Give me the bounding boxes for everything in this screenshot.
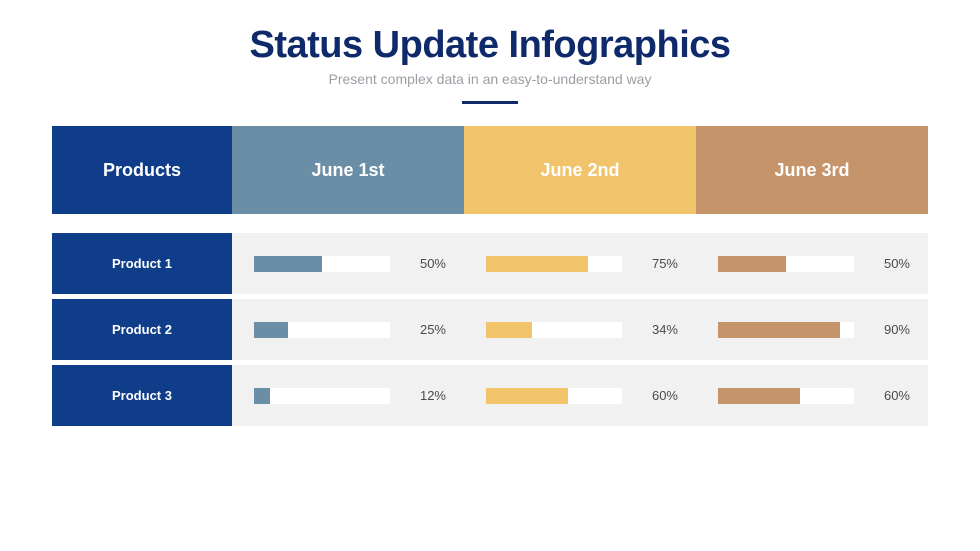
header-date-3: June 3rd <box>696 126 928 214</box>
percent-label: 50% <box>864 256 910 271</box>
progress-bar <box>718 256 854 272</box>
progress-bar <box>718 322 854 338</box>
header-date-1: June 1st <box>232 126 464 214</box>
progress-fill <box>254 388 270 404</box>
data-cell: 60% <box>696 360 928 426</box>
progress-fill <box>718 388 800 404</box>
data-cell: 90% <box>696 294 928 360</box>
percent-label: 50% <box>400 256 446 271</box>
data-cell: 50% <box>232 228 464 294</box>
header-products: Products <box>52 126 232 214</box>
progress-fill <box>254 256 322 272</box>
status-grid: ProductsJune 1stJune 2ndJune 3rd Product … <box>52 126 928 426</box>
progress-bar <box>486 388 622 404</box>
percent-label: 60% <box>864 388 910 403</box>
page-title: Status Update Infographics <box>52 24 928 67</box>
percent-label: 25% <box>400 322 446 337</box>
progress-bar <box>486 322 622 338</box>
progress-fill <box>718 322 840 338</box>
progress-fill <box>486 322 532 338</box>
percent-label: 34% <box>632 322 678 337</box>
data-cell: 50% <box>696 228 928 294</box>
percent-label: 90% <box>864 322 910 337</box>
progress-bar <box>486 256 622 272</box>
data-cell: 25% <box>232 294 464 360</box>
percent-label: 75% <box>632 256 678 271</box>
progress-fill <box>718 256 786 272</box>
row-label-product-1: Product 1 <box>52 228 232 294</box>
progress-fill <box>254 322 288 338</box>
progress-bar <box>254 388 390 404</box>
percent-label: 12% <box>400 388 446 403</box>
data-cell: 12% <box>232 360 464 426</box>
progress-fill <box>486 256 588 272</box>
data-cell: 34% <box>464 294 696 360</box>
page-subtitle: Present complex data in an easy-to-under… <box>52 71 928 87</box>
row-label-product-2: Product 2 <box>52 294 232 360</box>
data-cell: 75% <box>464 228 696 294</box>
progress-bar <box>718 388 854 404</box>
header-date-2: June 2nd <box>464 126 696 214</box>
title-rule <box>462 101 518 104</box>
row-label-product-3: Product 3 <box>52 360 232 426</box>
percent-label: 60% <box>632 388 678 403</box>
progress-bar <box>254 322 390 338</box>
data-cell: 60% <box>464 360 696 426</box>
progress-fill <box>486 388 568 404</box>
progress-bar <box>254 256 390 272</box>
